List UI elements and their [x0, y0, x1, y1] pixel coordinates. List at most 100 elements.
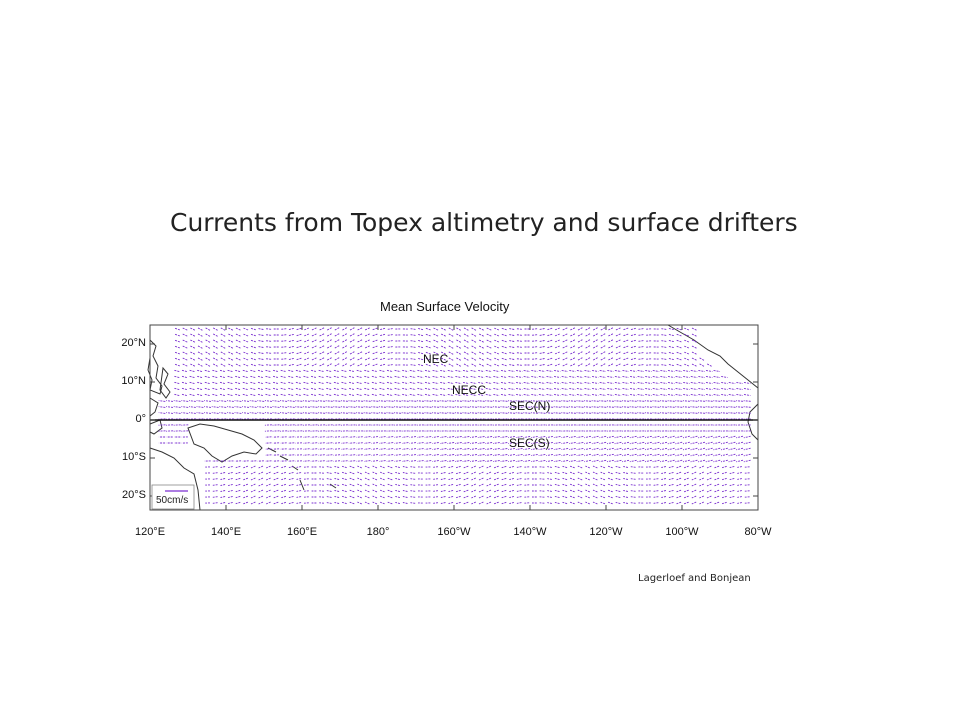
velocity-vector	[576, 412, 584, 414]
velocity-vector	[644, 447, 652, 451]
velocity-vector	[288, 351, 294, 355]
velocity-vector	[432, 448, 439, 450]
velocity-vector	[439, 460, 447, 462]
velocity-vector	[493, 501, 499, 505]
velocity-vector	[569, 501, 575, 505]
velocity-vector	[501, 351, 507, 355]
velocity-vector	[691, 495, 697, 499]
velocity-vector	[660, 352, 667, 354]
velocity-vector	[372, 363, 378, 367]
velocity-vector	[698, 387, 705, 391]
velocity-vector	[258, 465, 264, 469]
velocity-vector	[326, 502, 332, 504]
velocity-vector	[234, 400, 242, 402]
velocity-vector	[273, 465, 279, 469]
velocity-vector	[348, 436, 356, 438]
velocity-vector	[242, 345, 249, 349]
velocity-vector	[690, 435, 698, 439]
velocity-vector	[729, 465, 735, 469]
velocity-vector	[607, 495, 613, 499]
velocity-vector	[281, 483, 287, 487]
velocity-vector	[676, 333, 682, 337]
velocity-vector	[266, 465, 271, 469]
velocity-vector	[257, 375, 264, 379]
velocity-vector	[690, 459, 698, 463]
velocity-vector	[363, 460, 371, 462]
velocity-vector	[668, 471, 674, 475]
velocity-vector	[638, 358, 644, 360]
velocity-vector	[440, 472, 446, 474]
velocity-vector	[303, 327, 310, 331]
velocity-vector	[592, 387, 599, 391]
velocity-vector	[622, 363, 629, 367]
velocity-vector	[698, 369, 705, 373]
velocity-vector	[372, 327, 378, 331]
velocity-vector	[462, 393, 470, 397]
velocity-vector	[629, 412, 637, 414]
velocity-vector	[371, 412, 379, 414]
velocity-vector	[235, 471, 241, 475]
velocity-vector	[281, 501, 287, 505]
velocity-vectors	[158, 327, 751, 505]
velocity-vector	[539, 364, 545, 366]
velocity-vector	[463, 465, 469, 469]
velocity-vector	[174, 339, 180, 343]
velocity-vector	[258, 471, 264, 475]
velocity-vector	[554, 369, 561, 373]
velocity-vector	[682, 406, 690, 408]
velocity-vector	[607, 333, 614, 337]
velocity-vector	[410, 502, 416, 504]
velocity-vector	[363, 412, 371, 414]
velocity-vector	[341, 375, 348, 379]
velocity-vector	[682, 400, 690, 402]
velocity-vector	[493, 460, 500, 462]
velocity-vector	[629, 435, 637, 439]
velocity-vector	[401, 448, 409, 450]
velocity-vector	[227, 501, 233, 505]
lat-label-20n: 20°N	[121, 337, 146, 349]
velocity-vector	[630, 369, 637, 373]
velocity-vector	[683, 381, 690, 385]
velocity-vector	[660, 453, 668, 457]
velocity-vector	[470, 327, 477, 331]
lon-label-80w: 80°W	[744, 526, 772, 538]
velocity-vector	[683, 369, 690, 373]
velocity-vector	[334, 496, 340, 498]
velocity-vector	[440, 478, 446, 480]
current-label-sec-s: SEC(S)	[509, 436, 550, 450]
velocity-vector	[501, 327, 507, 331]
velocity-vector	[433, 502, 439, 504]
velocity-vector	[661, 484, 666, 486]
velocity-vector	[402, 490, 408, 492]
velocity-vector	[500, 448, 508, 450]
velocity-vector	[197, 345, 203, 349]
velocity-vector	[220, 327, 226, 331]
velocity-vector	[592, 369, 599, 373]
velocity-vector	[714, 465, 720, 469]
velocity-vector	[614, 435, 622, 439]
velocity-vector	[630, 387, 637, 391]
velocity-vector	[668, 465, 674, 469]
velocity-vector	[318, 406, 326, 408]
velocity-vector	[386, 442, 394, 444]
velocity-vector	[417, 393, 424, 397]
velocity-vector	[584, 412, 592, 414]
lon-label-160w: 160°W	[437, 526, 471, 538]
velocity-vector	[439, 442, 447, 444]
velocity-vector	[394, 442, 401, 444]
velocity-vector	[326, 369, 333, 373]
velocity-vector	[462, 448, 470, 450]
velocity-vector	[181, 381, 188, 385]
velocity-vector	[181, 387, 188, 391]
velocity-vector	[462, 381, 470, 385]
velocity-vector	[675, 381, 683, 385]
velocity-vector	[264, 400, 272, 402]
velocity-vector	[607, 381, 614, 385]
velocity-vector	[227, 495, 233, 499]
velocity-vector	[463, 327, 469, 331]
velocity-vector	[493, 381, 500, 385]
velocity-vector	[455, 345, 462, 349]
velocity-vector	[417, 357, 424, 361]
velocity-vector	[189, 375, 196, 379]
velocity-vector	[447, 369, 454, 373]
